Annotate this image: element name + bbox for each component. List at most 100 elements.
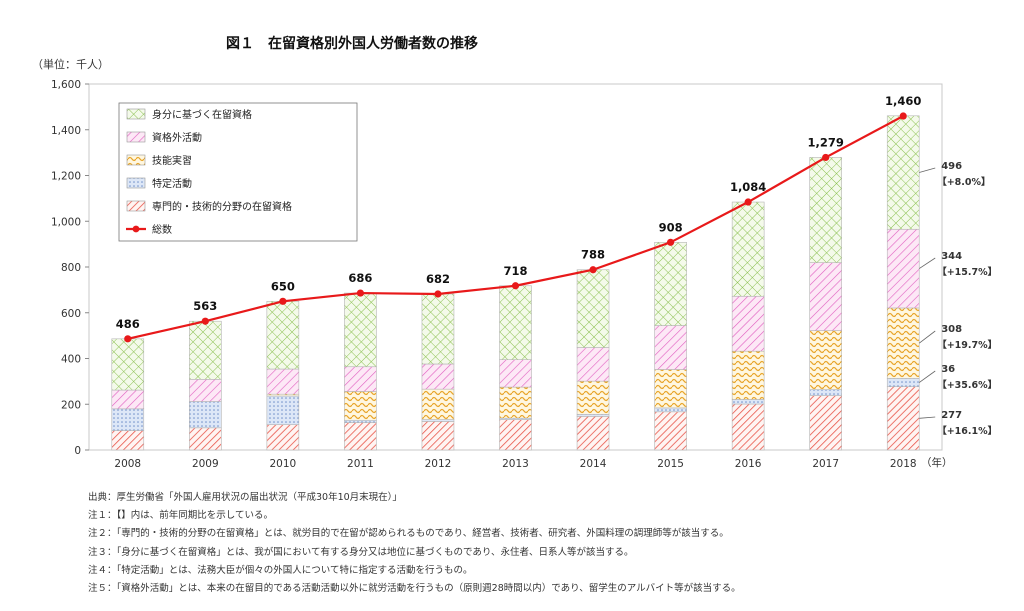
bar-segment: [421, 363, 455, 390]
bar-segment: [421, 421, 455, 451]
total-label: 908: [659, 220, 683, 234]
bar-segment: [266, 395, 300, 425]
bar-segment: [421, 293, 455, 365]
annotation-value: 36: [941, 364, 955, 375]
total-point: [356, 289, 365, 297]
y-tick-label: 200: [61, 399, 81, 411]
bar-segment: [111, 408, 145, 431]
legend-label: 資格外活動: [152, 131, 202, 144]
annotation-change: 【+19.7%】: [937, 339, 997, 351]
bar-segment: [809, 262, 842, 331]
bar-segment: [499, 285, 532, 360]
y-tick-label: 1,600: [51, 79, 81, 91]
bar-segment: [731, 295, 765, 352]
chart-title: 図１ 在留資格別外国人労働者数の推移: [226, 35, 478, 52]
bar-stacks: [111, 115, 920, 451]
bar-segment: [886, 378, 920, 387]
y-axis: 0 200 400 600 800 1,000 1,200 1,400 1,600: [51, 79, 89, 457]
bar-segment: [731, 403, 765, 451]
bar-segment: [111, 389, 145, 410]
total-label: 650: [271, 279, 295, 293]
x-tick-label: 2011: [347, 458, 374, 470]
total-label: 1,084: [730, 180, 766, 194]
legend-label: 特定活動: [152, 177, 192, 190]
legend-swatch: [126, 131, 146, 143]
bar-segment: [344, 422, 377, 451]
bar-segment: [576, 414, 610, 417]
total-label: 788: [581, 248, 605, 262]
legend-swatch: [126, 108, 146, 120]
total-line: 486 563 650 686 682 718 788 908 1,084 1,279 1,460: [116, 94, 921, 343]
bar-segment: [421, 388, 455, 420]
bar-segment: [654, 411, 687, 451]
annotation-leader: [919, 167, 936, 173]
bar-segment: [886, 386, 920, 451]
total-point: [279, 297, 287, 305]
bar-segment: [189, 401, 222, 429]
y-tick-label: 1,400: [51, 125, 81, 137]
annotation-change: 【+8.0%】: [937, 176, 990, 188]
footnotes: 出典：厚生労働省「外国人雇用状況の届出状況（平成30年10月末現在）」 注１：【…: [88, 489, 1008, 598]
annotation-change: 【+15.7%】: [937, 266, 997, 278]
bar-segment: [654, 407, 687, 413]
total-point: [822, 153, 830, 162]
bar-segment: [886, 228, 920, 309]
bar-segment: [731, 201, 765, 297]
total-label: 486: [116, 317, 140, 331]
x-tick-label: 2017: [812, 458, 839, 470]
stacked-bar-chart: 図１ 在留資格別外国人労働者数の推移 （単位：千人） 0 200 400 600 800…: [32, 35, 997, 470]
note-4: 注４：「特定活動」とは、法務大臣が個々の外国人について特に指定する活動を行うもの…: [88, 564, 473, 576]
y-tick-label: 400: [61, 354, 81, 366]
x-unit-label: （年）: [921, 456, 953, 469]
legend-swatch: [126, 154, 146, 166]
annotation-leader: [918, 330, 936, 344]
annotations-2018: 496 【+8.0%】 344 【+15.7%】 308 【+19.7%】 36 【+35.6…: [918, 161, 997, 437]
legend-label: 身分に基づく在留資格: [152, 108, 252, 121]
x-tick-label: 2016: [735, 458, 762, 470]
y-tick-label: 1,000: [51, 216, 81, 228]
bar-segment: [654, 369, 687, 409]
total-point: [589, 266, 597, 274]
x-tick-label: 2013: [502, 458, 529, 470]
total-point: [124, 335, 132, 343]
annotation-change: 【+16.1%】: [937, 425, 997, 437]
bar-segment: [809, 330, 842, 390]
bar-segment: [576, 347, 610, 382]
annotation-leader: [918, 370, 936, 383]
bar-segment: [344, 391, 377, 421]
bar-segment: [344, 292, 377, 368]
legend-box: [118, 102, 358, 242]
x-tick-label: 2014: [580, 458, 607, 470]
bar-segment: [654, 325, 687, 370]
bar-segment: [809, 157, 842, 263]
x-tick-label: 2009: [192, 458, 219, 470]
bar-segment: [499, 359, 532, 388]
annotation-leader: [919, 416, 936, 419]
annotation-leader: [919, 257, 936, 269]
bar-segment: [576, 380, 610, 415]
total-point: [434, 290, 442, 298]
bar-segment: [576, 269, 610, 348]
bar-segment: [731, 399, 765, 405]
annotation-value: 308: [941, 324, 962, 335]
bar-segment: [344, 419, 377, 423]
note-1: 注１：【】内は、前年同期比を示している。: [88, 510, 273, 522]
bar-segment: [576, 416, 610, 451]
bar-segment: [189, 379, 222, 402]
legend-line-marker: [132, 225, 140, 233]
y-tick-label: 600: [61, 308, 81, 320]
x-tick-label: 2010: [269, 458, 296, 470]
annotation-change: 【+35.6%】: [937, 379, 997, 391]
bar-segment: [499, 419, 532, 451]
bar-segment: [266, 368, 300, 395]
note-5: 注５：「資格外活動」とは、本来の在留目的である活動活動以外に就労活動を行うもの（…: [88, 583, 741, 595]
legend-label: 専門的・技術的分野の在留資格: [152, 200, 292, 213]
total-label: 718: [503, 264, 527, 278]
total-point: [899, 112, 907, 120]
bar-segment: [809, 395, 842, 451]
y-tick-label: 1,200: [51, 171, 81, 183]
bar-segment: [809, 389, 842, 396]
unit-label: （単位：千人）: [32, 57, 109, 71]
annotation-value: 344: [941, 251, 962, 262]
